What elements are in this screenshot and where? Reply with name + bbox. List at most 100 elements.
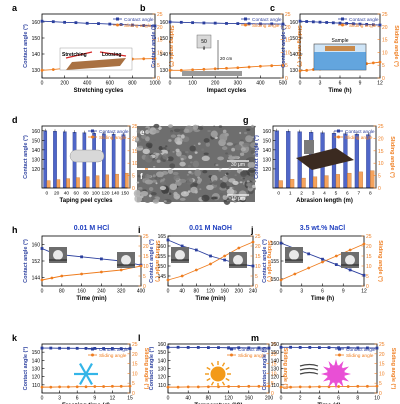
data-point <box>153 57 157 60</box>
sem-grain <box>159 185 167 191</box>
uv-ray <box>334 382 338 389</box>
y2-tick-label: 20 <box>378 136 384 142</box>
y2-tick-label: 20 <box>366 244 372 250</box>
sem-grain <box>175 141 183 145</box>
uv-ray <box>334 359 338 366</box>
data-point <box>348 268 352 272</box>
legend-label: Contact angle <box>99 129 129 135</box>
x-tick-label: 40 <box>64 191 70 197</box>
sun-ray <box>221 381 226 386</box>
x-axis-label: Time (h) <box>328 88 351 94</box>
sem-grain <box>239 181 243 184</box>
y2-tick-label: 20 <box>255 244 261 250</box>
data-point <box>223 254 227 258</box>
y2-tick-label: 0 <box>132 391 135 397</box>
inset-stretching: Stretching Loosing <box>59 47 133 71</box>
data-point <box>119 23 123 26</box>
plot-frame <box>169 13 284 79</box>
sem-grain <box>167 149 170 152</box>
data-point <box>191 21 194 25</box>
data-point <box>267 384 271 388</box>
sem-grain <box>194 169 201 177</box>
y2-tick-label: 25 <box>285 12 291 18</box>
data-point <box>80 255 83 259</box>
uv-ray <box>342 377 349 382</box>
sem-grain <box>144 179 153 185</box>
x-tick-label: 100 <box>92 191 100 197</box>
sem-grain <box>240 197 243 200</box>
droplet-icon <box>175 250 185 260</box>
y2-tick-label: 15 <box>271 362 277 368</box>
y2-tick-label: 10 <box>132 371 138 377</box>
panel-letter: i <box>138 225 141 235</box>
y-tick-label: 150 <box>271 350 280 356</box>
data-point <box>40 346 44 350</box>
x-tick-label: 4 <box>323 191 326 197</box>
x-tick-label: 80 <box>206 396 212 402</box>
data-point <box>334 263 338 266</box>
y-tick-label: 145 <box>158 274 167 280</box>
sem-grain <box>163 141 170 145</box>
x-tick-label: 7 <box>357 191 360 197</box>
x-tick-label: 40 <box>185 396 191 402</box>
y2-tick-label: 0 <box>378 186 381 192</box>
x-tick-label: 4 <box>318 396 321 402</box>
legend-marker <box>244 17 247 21</box>
y2-tick-label: 15 <box>378 149 384 155</box>
sem-grain <box>203 152 209 156</box>
y-tick-label: 160 <box>158 342 167 348</box>
inset-label-stretching: Stretching <box>62 52 87 58</box>
y2-tick-label: 5 <box>255 274 258 280</box>
y-tick-label: 150 <box>158 264 167 270</box>
y2-axis-label: Sliding angle (°) <box>389 136 395 178</box>
sem-grain <box>219 192 224 197</box>
data-point <box>223 258 227 262</box>
sem-grain <box>225 152 228 155</box>
y-tick-label: 150 <box>158 350 167 356</box>
y2-tick-label: 20 <box>132 136 138 142</box>
panel-title: 0.01 M NaOH <box>189 225 232 232</box>
chart-panel-l: 0 40 80 120 160 20011012013014015016005101520… <box>138 333 288 404</box>
bar-contact <box>62 131 67 189</box>
sem-grain <box>225 169 231 173</box>
sem-grain <box>153 123 160 129</box>
data-point <box>247 346 251 350</box>
sem-grain <box>232 198 235 201</box>
x-tick-label: 3 <box>312 191 315 197</box>
sun-ray <box>225 366 230 371</box>
data-point <box>321 260 324 264</box>
data-point <box>97 22 100 25</box>
y-tick-label: 160 <box>271 342 280 348</box>
panel-letter: c <box>270 3 275 13</box>
data-point <box>308 385 312 389</box>
y2-axis-label: Sliding angle (°) <box>377 240 383 282</box>
y-tick-label: 160 <box>271 241 280 247</box>
data-point <box>307 266 311 270</box>
y-tick-label: 155 <box>271 259 280 265</box>
y2-tick-label: 25 <box>271 342 277 348</box>
data-point <box>213 21 217 25</box>
sem-grain <box>165 145 168 148</box>
x-tick-label: 9 <box>359 81 362 87</box>
data-point <box>40 278 44 282</box>
y-tick-label: 150 <box>32 36 41 42</box>
bar-sliding <box>324 175 329 189</box>
panel-letter: h <box>12 225 18 235</box>
plot-frame <box>272 125 377 189</box>
data-point <box>213 67 217 71</box>
x-tick-label: 200 <box>235 289 244 295</box>
x-tick-label: 9 <box>93 396 96 402</box>
y2-tick-label: 5 <box>382 63 385 69</box>
y-tick-label: 160 <box>290 20 299 26</box>
droplet-icon <box>289 250 299 260</box>
data-point <box>236 22 240 25</box>
y2-tick-label: 15 <box>132 362 138 368</box>
data-point <box>58 346 61 350</box>
sem-grain <box>153 196 161 201</box>
sem-grain <box>234 144 242 151</box>
sem-grain <box>253 125 256 128</box>
sun-disc <box>210 366 226 382</box>
uv-ray <box>339 361 344 368</box>
panel-letter: g <box>243 115 249 125</box>
panel-letter: f <box>140 172 143 181</box>
